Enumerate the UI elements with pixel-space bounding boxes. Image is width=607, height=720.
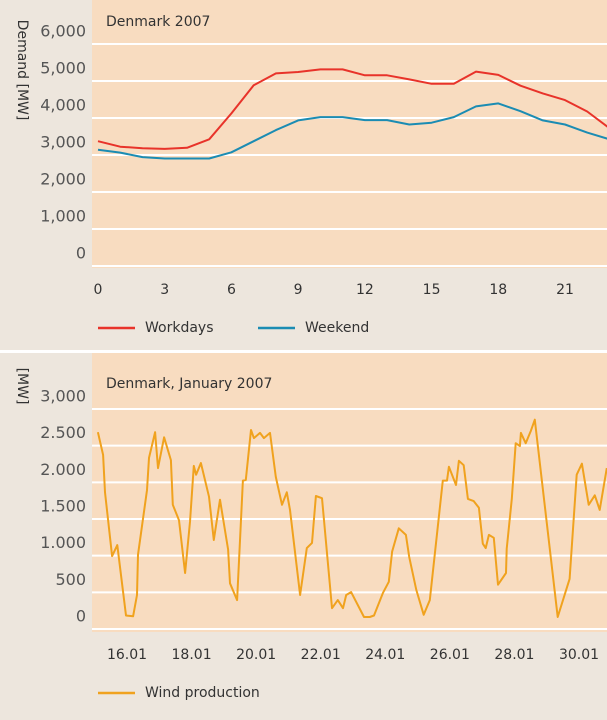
- series-group: [97, 68, 607, 160]
- data-line: [97, 102, 607, 160]
- y-tick-label: 4,000: [40, 96, 86, 115]
- data-line: [97, 68, 607, 150]
- y-tick-label: 0: [76, 607, 86, 626]
- x-tick-label: 0: [94, 282, 103, 298]
- plot-area: [92, 0, 607, 268]
- data-line: [96, 418, 607, 618]
- x-tick-label: 9: [294, 282, 303, 298]
- x-tick-label: 3: [160, 282, 169, 298]
- chart-title: Denmark 2007: [106, 14, 210, 30]
- y-tick-label: 2,000: [40, 170, 86, 189]
- x-tick-label: 6: [227, 282, 236, 298]
- y-tick-label: 3,000: [40, 133, 86, 152]
- y-tick-label: 3,000: [40, 387, 86, 406]
- y-axis-label: Demand [MW]: [14, 20, 30, 121]
- chart-title: Denmark, January 2007: [106, 376, 272, 392]
- y-tick-label: 2.500: [40, 423, 86, 442]
- x-tick-label: 12: [356, 282, 374, 298]
- plot-area: [92, 353, 607, 632]
- legend-label: Weekend: [305, 320, 369, 336]
- x-tick-label: 16.01: [107, 647, 147, 663]
- legend-label: Wind production: [145, 685, 260, 701]
- x-tick-label: 22.01: [301, 647, 341, 663]
- x-tick-label: 18.01: [172, 647, 212, 663]
- x-tick-label: 24.01: [365, 647, 405, 663]
- x-tick-label: 28.01: [494, 647, 534, 663]
- separator: [0, 350, 607, 353]
- legend-label: Workdays: [145, 320, 214, 336]
- x-tick-label: 18: [489, 282, 507, 298]
- y-tick-label: 500: [55, 570, 86, 589]
- y-tick-label: 0: [76, 244, 86, 263]
- y-tick-label: 2.000: [40, 460, 86, 479]
- series-group: [96, 418, 607, 618]
- x-tick-label: 15: [423, 282, 441, 298]
- y-tick-label: 1,000: [40, 207, 86, 226]
- x-tick-label: 21: [556, 282, 574, 298]
- y-tick-label: 5,000: [40, 59, 86, 78]
- x-tick-label: 26.01: [430, 647, 470, 663]
- y-tick-label: 1.500: [40, 497, 86, 516]
- y-axis-label: [MW]: [14, 368, 30, 405]
- y-tick-label: 6,000: [40, 22, 86, 41]
- x-tick-label: 20.01: [236, 647, 276, 663]
- x-tick-label: 30.01: [559, 647, 599, 663]
- y-tick-label: 1.000: [40, 533, 86, 552]
